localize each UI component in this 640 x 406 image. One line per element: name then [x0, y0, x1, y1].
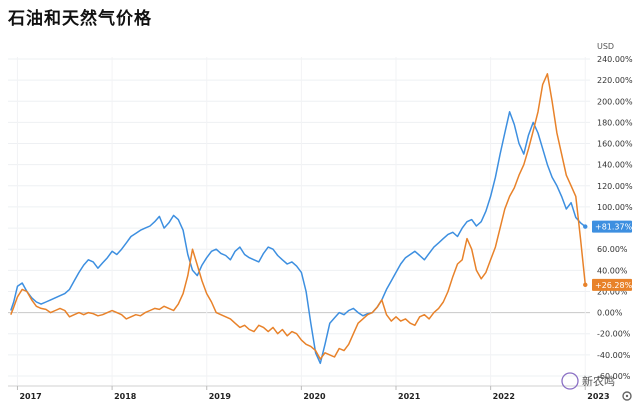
last-value-label-0: +81.37%: [595, 223, 633, 232]
y-tick-label-14: 220.00%: [597, 76, 633, 85]
y-tick-label-4: 20.00%: [597, 287, 628, 296]
y-tick-label-1: -40.00%: [597, 351, 631, 360]
x-tick-label-4: 2021: [398, 392, 421, 401]
x-tick-label-1: 2018: [114, 392, 137, 401]
y-tick-label-11: 160.00%: [597, 140, 633, 149]
y-tick-label-0: -60.00%: [597, 372, 631, 381]
y-tick-label-6: 60.00%: [597, 245, 628, 254]
series-lines: [10, 73, 588, 365]
watermark-logo-icon: [561, 372, 579, 390]
y-tick-label-2: -20.00%: [597, 330, 631, 339]
y-tick-label-12: 180.00%: [597, 118, 633, 127]
x-tick-label-6: 2023: [587, 392, 609, 401]
grid-lines: [8, 57, 590, 386]
last-value-tag-0: [592, 220, 632, 233]
last-value-tag-1: [592, 278, 632, 291]
x-tick-label-3: 2020: [303, 392, 326, 401]
x-tick-label-2: 2019: [209, 392, 232, 401]
last-value-tags: +81.37% +26.28%: [592, 220, 633, 291]
y-tick-label-9: 120.00%: [597, 182, 633, 191]
last-value-label-1: +26.28%: [595, 281, 633, 290]
series-end-point-1: [583, 282, 588, 288]
y-axis: -60.00% -40.00% -20.00% 0.00% 20.00% 40.00% 60…: [597, 55, 633, 381]
x-axis: 2017 2018 2019 2020 2021 2022 2023: [8, 385, 610, 401]
series-end-point-0: [583, 224, 588, 229]
x-tick-label-0: 2017: [19, 392, 41, 401]
y-tick-label-5: 40.00%: [597, 266, 628, 275]
series-line-0: [10, 111, 586, 365]
settings-gear-icon[interactable]: [622, 391, 632, 401]
watermark: 新农鸣: [561, 372, 615, 390]
chart-title: 石油和天然气价格: [8, 9, 152, 29]
y-tick-label-15: 240.00%: [597, 55, 633, 64]
watermark-text: 新农鸣: [582, 374, 615, 388]
y-tick-label-3: 0.00%: [597, 309, 623, 318]
y-tick-label-8: 100.00%: [597, 203, 633, 212]
y-tick-label-13: 200.00%: [597, 97, 633, 106]
y-tick-label-10: 140.00%: [597, 161, 633, 170]
currency-label: USD: [597, 42, 614, 51]
x-tick-label-5: 2022: [493, 392, 515, 401]
series-line-1: [10, 73, 587, 360]
